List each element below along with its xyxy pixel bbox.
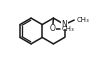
Text: CH₃: CH₃ <box>61 26 74 32</box>
Text: N: N <box>62 20 67 29</box>
Text: O: O <box>50 24 56 33</box>
Text: CH₃: CH₃ <box>77 17 90 23</box>
